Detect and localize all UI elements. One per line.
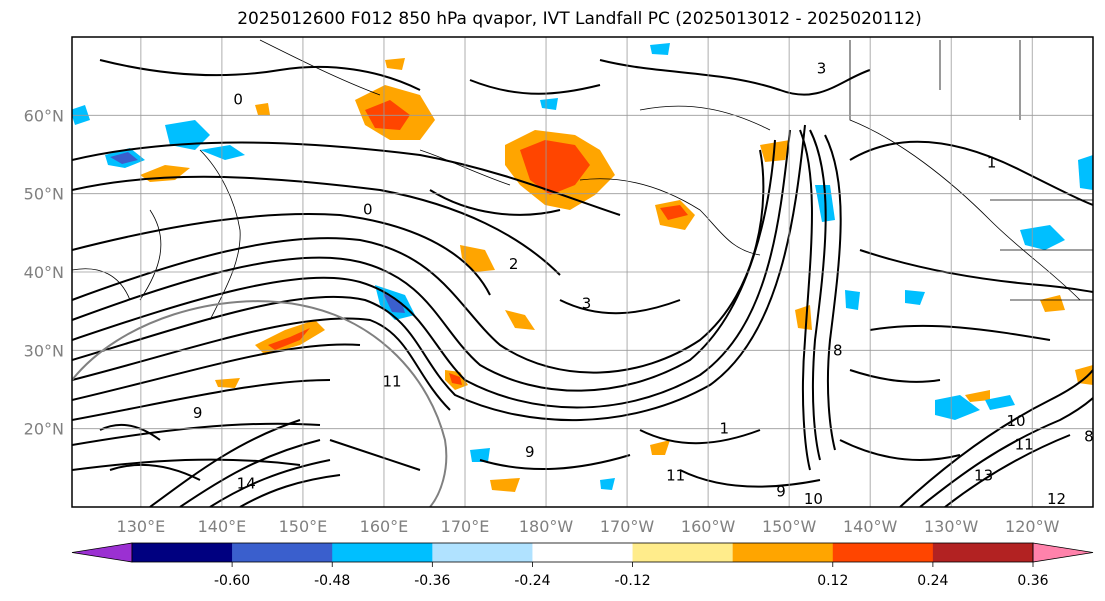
lon-tick-label: 130°W [924, 517, 979, 536]
lon-tick-label: 160°W [681, 517, 736, 536]
contour-label: 9 [193, 404, 203, 422]
contour-label: 14 [237, 475, 256, 493]
lon-tick-label: 160°E [360, 517, 409, 536]
contour-label: 12 [1047, 490, 1066, 508]
lat-tick-label: 50°N [24, 185, 64, 204]
colorbar-swatch [832, 543, 934, 562]
contour-label: 3 [817, 59, 827, 77]
chart-title: 2025012600 F012 850 hPa qvapor, IVT Land… [237, 9, 922, 29]
colorbar-labels: -0.60-0.48-0.36-0.24-0.120.120.240.360.4… [214, 562, 1049, 589]
landfall-region-outline [72, 300, 448, 507]
contour-label: 1 [987, 153, 997, 171]
colorbar-swatch [232, 543, 333, 562]
latitude-labels: 20°N 30°N 40°N 50°N 60°N [24, 106, 64, 438]
map-frame [71, 36, 1094, 508]
contour-label: 11 [1015, 435, 1034, 453]
lon-tick-label: 130°E [117, 517, 166, 536]
colorbar-tick-label: -0.36 [414, 573, 450, 589]
colorbar-tick-label: 0.36 [1017, 573, 1048, 589]
contour-label: 13 [974, 467, 993, 485]
colorbar-swatch [432, 543, 533, 562]
contour-label: 10 [1006, 412, 1025, 430]
colorbar-tick-label: -0.60 [214, 573, 250, 589]
contour-label: 8 [1084, 428, 1094, 446]
contour-label: 1 [720, 420, 730, 438]
lon-tick-label: 170°W [600, 517, 655, 536]
contour-label: 0 [363, 200, 373, 218]
colorbar-tick-label: 0.12 [817, 573, 848, 589]
colorbar [71, 542, 1094, 563]
contour-label: 9 [776, 482, 786, 500]
ivt-contours [72, 59, 1093, 507]
colorbar-tick-label: -0.12 [614, 573, 650, 589]
colorbar-swatch [932, 543, 1034, 562]
longitude-labels: 130°E 140°E 150°E 160°E 170°E 180°W 170°W 160°W… [117, 517, 1060, 536]
colorbar-swatch [332, 543, 433, 562]
contour-label: 3 [582, 294, 592, 312]
contour-label: 2 [509, 255, 519, 273]
colorbar-tick-label: -0.48 [314, 573, 350, 589]
lon-tick-label: 150°E [279, 517, 328, 536]
colorbar-swatch [732, 543, 834, 562]
colorbar-swatch [532, 543, 633, 562]
colorbar-extend-low [71, 542, 133, 563]
lat-tick-label: 40°N [24, 263, 64, 282]
lon-tick-label: 120°W [1005, 517, 1060, 536]
lat-tick-label: 20°N [24, 420, 64, 439]
contour-label: 9 [525, 443, 535, 461]
map-gridlines [72, 37, 1093, 507]
colorbar-swatch [632, 543, 733, 562]
colorbar-tick-label: -0.24 [514, 573, 550, 589]
lon-tick-label: 140°E [198, 517, 247, 536]
colorbar-extend-high [1032, 542, 1094, 563]
colorbar-frame [131, 542, 1034, 563]
colorbar-swatch [132, 543, 233, 562]
lon-tick-label: 140°W [843, 517, 898, 536]
lon-tick-label: 150°W [762, 517, 817, 536]
contour-label: 0 [233, 91, 243, 109]
lon-tick-label: 180°W [519, 517, 574, 536]
contour-label: 8 [833, 341, 843, 359]
lat-tick-label: 60°N [24, 106, 64, 125]
lat-tick-label: 30°N [24, 341, 64, 360]
contour-label: 11 [383, 373, 402, 391]
contour-label: 10 [804, 490, 823, 508]
colorbar-tick-label: 0.24 [917, 573, 948, 589]
contour-label: 11 [666, 467, 685, 485]
lon-tick-label: 170°E [441, 517, 490, 536]
